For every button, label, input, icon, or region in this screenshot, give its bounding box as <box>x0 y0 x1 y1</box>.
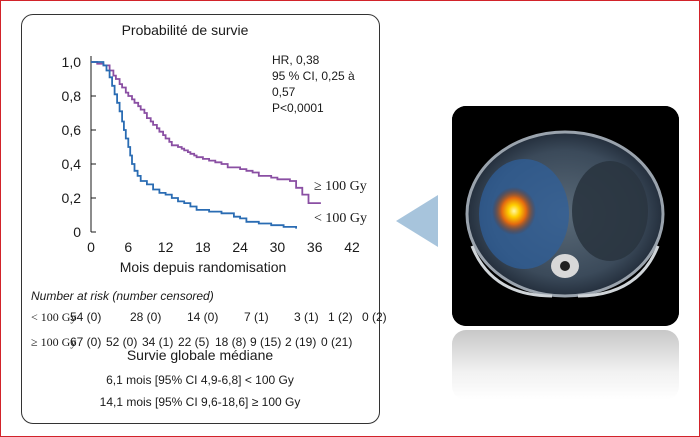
y-tick-label: 0,6 <box>62 122 82 138</box>
tumor-hotspot <box>492 187 536 235</box>
scan-reflection <box>452 330 679 400</box>
x-tick-label: 24 <box>232 239 248 255</box>
y-tick-label: 0 <box>73 224 81 240</box>
risk-cell: 1 (2) <box>328 310 353 324</box>
hr-annotation-line: 95 % CI, 0,25 à <box>272 69 355 83</box>
y-tick-label: 0,2 <box>62 190 82 206</box>
risk-table-header: Number at risk (number censored) <box>31 289 214 303</box>
risk-cell: 67 (0) <box>70 335 102 349</box>
median-row: 14,1 mois [95% CI 9,6-18,6] ≥ 100 Gy <box>99 395 301 409</box>
series-ge100-line <box>91 61 321 204</box>
stomach-region <box>572 161 648 261</box>
x-tick-label: 36 <box>307 239 323 255</box>
hr-annotation-line: HR, 0,38 <box>272 53 320 67</box>
survival-chart: Probabilité de survie 0 0,2 0,4 0,6 0,8 1,0 0 6… <box>62 22 367 275</box>
series-label: < 100 Gy <box>314 211 367 226</box>
series-lt100-line <box>91 61 297 229</box>
risk-cell: 28 (0) <box>130 310 162 324</box>
rib-arc <box>577 245 660 298</box>
risk-cell: 14 (0) <box>187 310 219 324</box>
risk-cell: 7 (1) <box>244 310 269 324</box>
arrow-pointer-icon <box>396 195 438 247</box>
risk-cell: 9 (15) <box>250 335 282 349</box>
risk-cell: 52 (0) <box>106 335 138 349</box>
pet-ct-scan-image <box>452 106 679 326</box>
x-axis-label: Mois depuis randomisation <box>120 259 287 275</box>
risk-group-label: < 100 Gy <box>31 310 77 324</box>
risk-cell: 18 (8) <box>215 335 247 349</box>
chart-panel <box>21 14 380 424</box>
y-tick-label: 0,4 <box>62 156 82 172</box>
x-tick-label: 18 <box>195 239 211 255</box>
risk-cell: 2 (19) <box>285 335 317 349</box>
x-tick-label: 12 <box>158 239 174 255</box>
spinal-canal <box>560 261 570 271</box>
median-title: Survie globale médiane <box>126 347 274 363</box>
risk-cell: 3 (1) <box>294 310 319 324</box>
risk-row: < 100 Gy 54 (0) 28 (0) 14 (0) 7 (1) 3 (1) 1 (2… <box>31 310 387 325</box>
median-row: 6,1 mois [95% CI 4,9-6,8] < 100 Gy <box>106 373 294 387</box>
risk-group-label: ≥ 100 Gy <box>31 335 77 349</box>
chart-title: Probabilité de survie <box>122 22 249 38</box>
x-tick-label: 6 <box>124 239 132 255</box>
y-tick-label: 1,0 <box>62 54 82 70</box>
risk-row: ≥ 100 Gy 67 (0) 52 (0) 34 (1) 22 (5) 18 (8) 9 … <box>31 335 352 350</box>
hr-annotation-line: 0,57 <box>272 85 296 99</box>
risk-cell: 54 (0) <box>70 310 102 324</box>
risk-cell: 0 (2) <box>362 310 387 324</box>
y-tick-label: 0,8 <box>62 88 82 104</box>
risk-cell: 0 (21) <box>321 335 353 349</box>
x-tick-label: 30 <box>270 239 286 255</box>
hr-annotation-line: P<0,0001 <box>272 101 324 115</box>
risk-cell: 22 (5) <box>178 335 210 349</box>
x-tick-label: 0 <box>87 239 95 255</box>
rib-arc <box>470 245 553 298</box>
risk-cell: 34 (1) <box>142 335 174 349</box>
series-label: ≥ 100 Gy <box>314 179 367 194</box>
x-tick-label: 42 <box>344 239 360 255</box>
